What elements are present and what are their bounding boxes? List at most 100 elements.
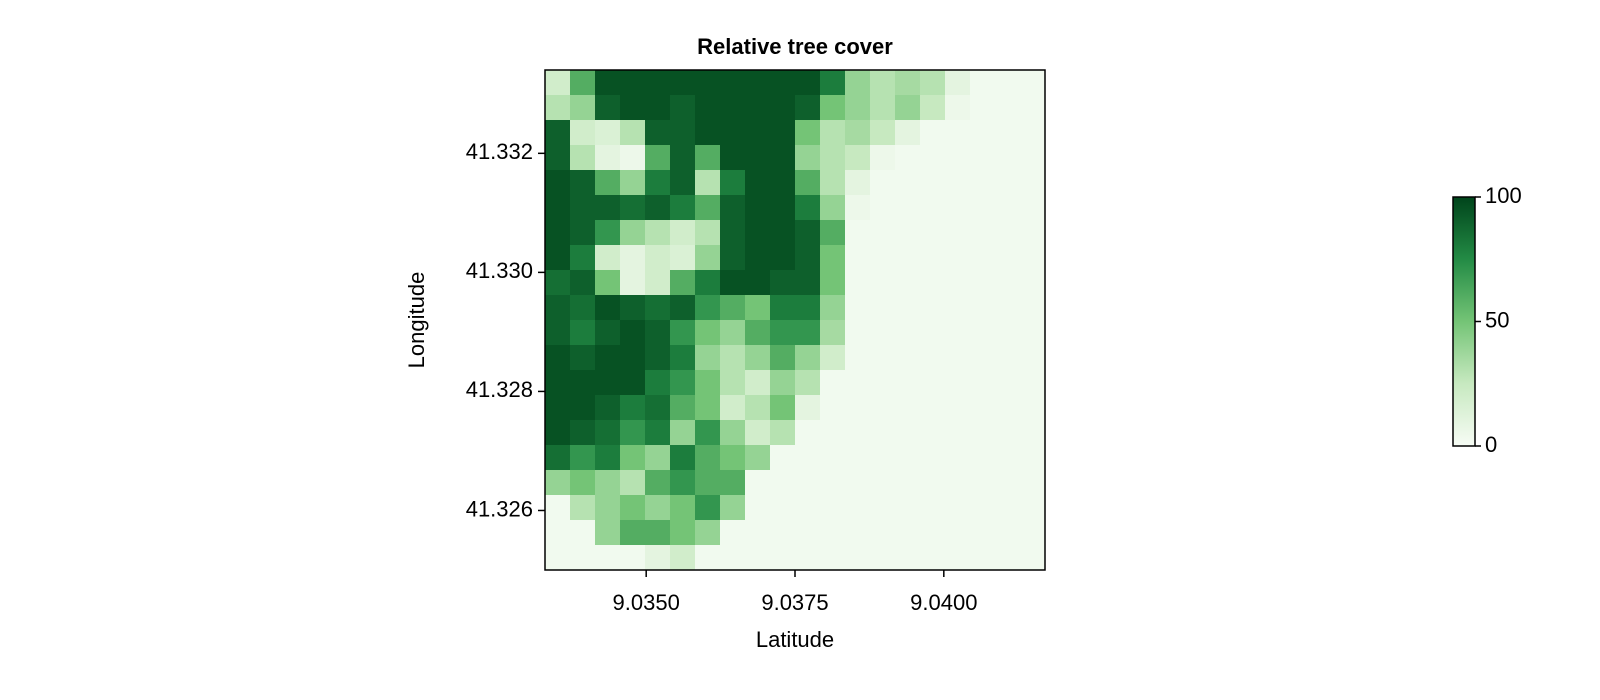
heatmap-cell: [720, 245, 746, 271]
heatmap-cell: [870, 270, 896, 296]
heatmap-cell: [795, 70, 821, 96]
y-tick-label: 41.330: [466, 258, 533, 283]
heatmap-cell: [545, 545, 571, 571]
heatmap-cell: [645, 295, 671, 321]
x-tick-label: 9.0350: [613, 590, 680, 615]
heatmap-cell: [1020, 445, 1046, 471]
heatmap-cell: [945, 520, 971, 546]
heatmap-cell: [895, 370, 921, 396]
heatmap-cell: [995, 345, 1021, 371]
heatmap-cell: [870, 470, 896, 496]
heatmap-cell: [970, 145, 996, 171]
heatmap-cell: [595, 245, 621, 271]
heatmap-cell: [945, 420, 971, 446]
heatmap-cell: [770, 495, 796, 521]
heatmap-cell: [920, 495, 946, 521]
heatmap-cell: [895, 495, 921, 521]
heatmap-cell: [870, 170, 896, 196]
y-tick-label: 41.326: [466, 496, 533, 521]
heatmap-cell: [795, 320, 821, 346]
heatmap-cell: [870, 370, 896, 396]
heatmap-cell: [870, 395, 896, 421]
heatmap-cell: [770, 320, 796, 346]
heatmap-cell: [720, 495, 746, 521]
heatmap-cell: [820, 370, 846, 396]
heatmap-cell: [945, 470, 971, 496]
heatmap-cell: [870, 145, 896, 171]
heatmap-cell: [595, 295, 621, 321]
x-tick-label: 9.0375: [761, 590, 828, 615]
heatmap-cell: [945, 295, 971, 321]
colorbar-tick-label: 50: [1485, 307, 1509, 332]
heatmap-cell: [745, 70, 771, 96]
heatmap-cell: [570, 520, 596, 546]
heatmap-cell: [795, 220, 821, 246]
heatmap-cell: [995, 420, 1021, 446]
x-axis-label: Latitude: [756, 627, 834, 652]
heatmap-cell: [570, 295, 596, 321]
heatmap-cell: [995, 370, 1021, 396]
heatmap-cell: [620, 245, 646, 271]
heatmap-cell: [570, 195, 596, 221]
heatmap-cell: [795, 95, 821, 121]
heatmap-cell: [670, 270, 696, 296]
heatmap-cell: [720, 320, 746, 346]
heatmap-cell: [945, 245, 971, 271]
heatmap-cell: [920, 145, 946, 171]
heatmap-cell: [870, 195, 896, 221]
heatmap-cell: [620, 320, 646, 346]
heatmap-cell: [645, 120, 671, 146]
heatmap-cell: [570, 545, 596, 571]
heatmap-cell: [945, 270, 971, 296]
heatmap-cell: [670, 95, 696, 121]
heatmap-cell: [745, 395, 771, 421]
heatmap-cell: [695, 445, 721, 471]
heatmap-cell: [570, 395, 596, 421]
heatmap-cell: [620, 95, 646, 121]
heatmap-cell: [1020, 70, 1046, 96]
heatmap-cell: [945, 395, 971, 421]
heatmap-cell: [1020, 95, 1046, 121]
heatmap-cell: [620, 145, 646, 171]
heatmap-cell: [870, 420, 896, 446]
heatmap-cell: [945, 320, 971, 346]
heatmap-cell: [895, 170, 921, 196]
heatmap-cell: [695, 195, 721, 221]
heatmap-cell: [645, 320, 671, 346]
heatmap-cell: [820, 495, 846, 521]
heatmap-cell: [645, 445, 671, 471]
heatmap-cell: [995, 145, 1021, 171]
heatmap-cell: [970, 220, 996, 246]
heatmap-cell: [895, 470, 921, 496]
heatmap-cell: [820, 470, 846, 496]
colorbar-tick-label: 100: [1485, 183, 1522, 208]
heatmap-cell: [995, 270, 1021, 296]
heatmap-cell: [770, 195, 796, 221]
heatmap-cell: [970, 370, 996, 396]
heatmap-cell: [770, 170, 796, 196]
heatmap-cell: [995, 195, 1021, 221]
heatmap-cell: [720, 345, 746, 371]
heatmap-cell: [845, 245, 871, 271]
heatmap-cell: [745, 320, 771, 346]
heatmap-cell: [545, 220, 571, 246]
heatmap-cell: [620, 545, 646, 571]
heatmap-cell: [745, 270, 771, 296]
heatmap-cell: [770, 95, 796, 121]
heatmap-cell: [770, 120, 796, 146]
heatmap-cell: [670, 520, 696, 546]
heatmap-cell: [645, 245, 671, 271]
heatmap-cell: [1020, 120, 1046, 146]
heatmap-cell: [545, 70, 571, 96]
heatmap-cell: [545, 345, 571, 371]
heatmap-cell: [1020, 345, 1046, 371]
heatmap-cell: [595, 470, 621, 496]
heatmap-cell: [620, 295, 646, 321]
heatmap-cell: [595, 345, 621, 371]
heatmap-cell: [695, 70, 721, 96]
heatmap-cell: [795, 245, 821, 271]
heatmap-cell: [1020, 295, 1046, 321]
heatmap-cell: [1020, 495, 1046, 521]
heatmap-cell: [745, 495, 771, 521]
